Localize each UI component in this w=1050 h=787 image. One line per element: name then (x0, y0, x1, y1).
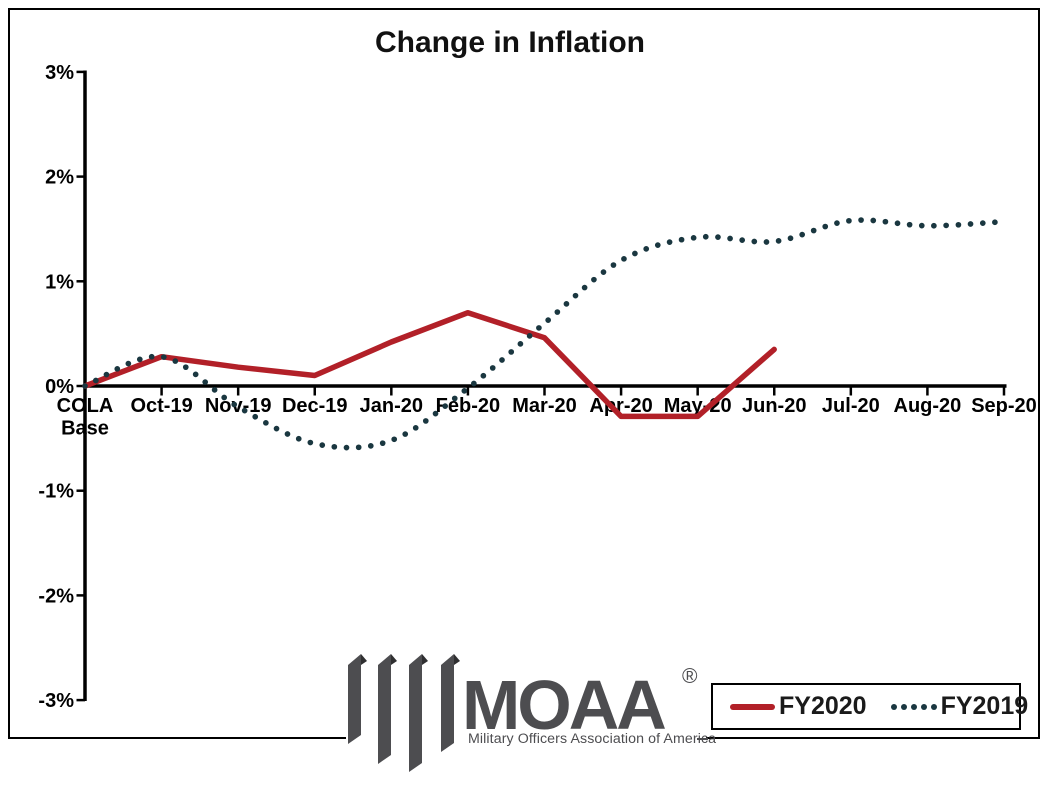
x-tick-label: Nov-19 (205, 395, 272, 417)
y-tick-label: -3% (38, 690, 74, 712)
x-tick-label: Mar-20 (512, 395, 576, 417)
legend-fy2019-label: FY2019 (940, 692, 1029, 720)
x-tick-label: Jan-20 (360, 395, 423, 417)
y-tick-label: -2% (38, 585, 74, 607)
legend: FY2020 FY2019 (711, 683, 1028, 730)
legend-dot (910, 703, 917, 710)
legend-dot (900, 703, 907, 710)
x-tick-label: Jun-20 (742, 395, 806, 417)
legend-fy2020-label: FY2020 (779, 692, 867, 720)
legend-fy2019-dotted-swatch (890, 703, 937, 710)
y-tick-label: -1% (38, 481, 74, 503)
y-tick-label: 0% (45, 376, 74, 398)
tagline-connector-line (697, 738, 708, 741)
moaa-tagline: Military Officers Association of America (468, 731, 717, 747)
y-tick-label: 2% (45, 167, 74, 189)
y-tick-label: 1% (45, 271, 74, 293)
series-line-fy2020 (82, 309, 777, 420)
y-tick-label: 3% (45, 62, 74, 84)
x-tick-label: Jul-20 (822, 395, 880, 417)
moaa-flag-bars-icon (348, 654, 460, 772)
series-line-fy2019 (82, 217, 1007, 451)
registered-trademark-icon: ® (682, 665, 698, 688)
legend-dot (890, 703, 897, 710)
legend-dot (930, 703, 937, 710)
x-tick-label: Aug-20 (894, 395, 962, 417)
x-tick-label: Feb-20 (436, 395, 500, 417)
moaa-wordmark: MOAA (462, 666, 667, 744)
chart-title: Change in Inflation (375, 26, 645, 59)
x-tick-label: Sep-20 (971, 395, 1037, 417)
legend-dot (920, 703, 927, 710)
moaa-logo: MOAA ® Military Officers Association of … (346, 648, 716, 787)
legend-fy2020-line-swatch (730, 703, 775, 710)
x-tick-label: Dec-19 (282, 395, 348, 417)
x-tick-label: Oct-19 (130, 395, 192, 417)
